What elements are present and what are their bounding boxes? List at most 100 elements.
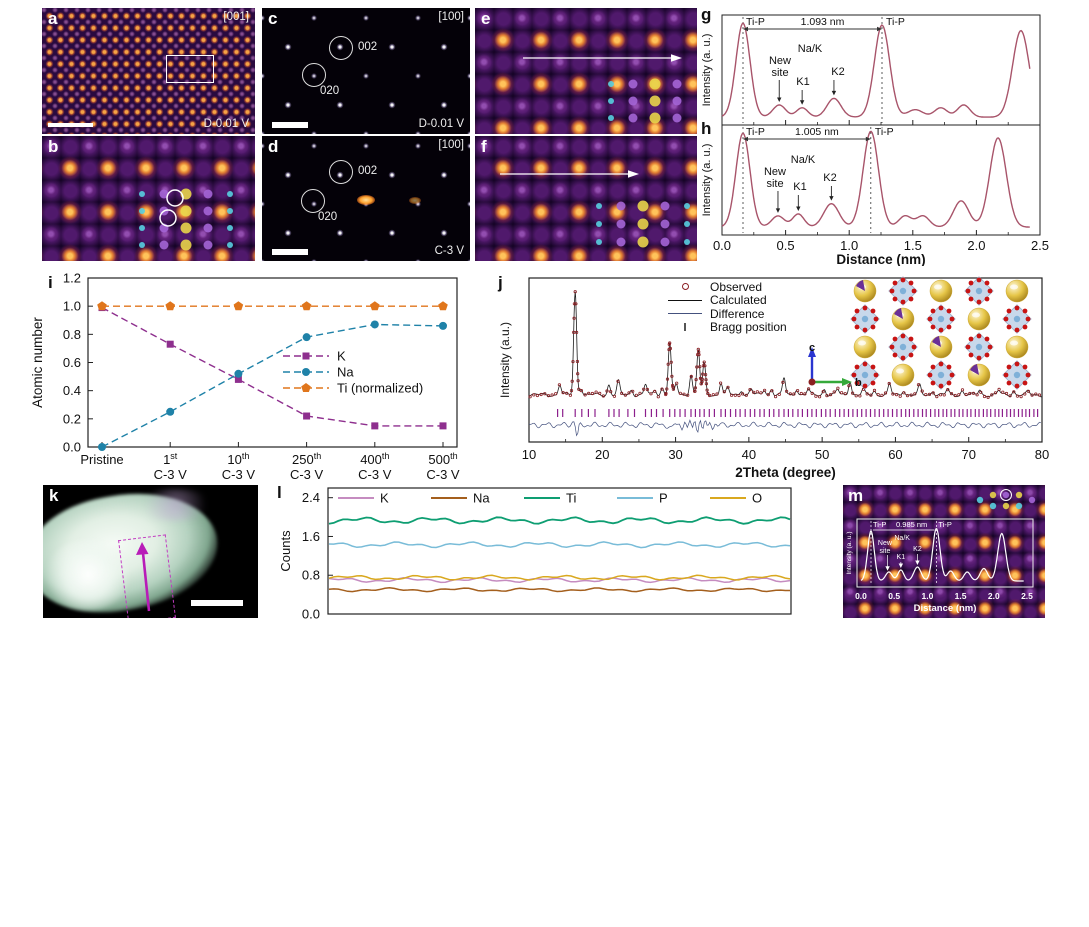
panel-letter-c: c	[268, 9, 278, 28]
crystal-structure-inset	[845, 276, 1037, 390]
legend-label: Observed	[710, 279, 763, 294]
svg-text:Ti (normalized): Ti (normalized)	[337, 381, 423, 396]
xrd-legend: Observed Calculated Difference Bragg pos…	[660, 280, 787, 334]
svg-text:30: 30	[668, 447, 682, 462]
svg-text:0.6: 0.6	[63, 355, 81, 370]
svg-text:1.093 nm: 1.093 nm	[801, 16, 845, 28]
diffraction-spot-circle-002	[329, 36, 353, 60]
svg-text:K1: K1	[897, 554, 906, 561]
diffraction-spot-circle-020	[302, 63, 326, 87]
svg-text:1.6: 1.6	[302, 529, 320, 544]
particle-tint	[138, 489, 213, 521]
axis-c-label: c	[809, 342, 815, 354]
svg-text:0.5: 0.5	[888, 591, 900, 601]
svg-text:Pristine: Pristine	[80, 452, 123, 467]
svg-text:Na/K: Na/K	[894, 535, 910, 542]
spot-label-020: 020	[320, 85, 340, 97]
svg-text:1.0: 1.0	[63, 299, 81, 314]
svg-text:Ti-P: Ti-P	[746, 126, 765, 138]
svg-text:1.5: 1.5	[955, 591, 967, 601]
voltage-condition-label: D-0.01 V	[203, 117, 249, 130]
panel-letter-i: i	[48, 273, 53, 292]
panel-k-tem-image: k	[43, 485, 258, 618]
zone-axis-label: [001]	[223, 11, 249, 23]
svg-text:C-3 V: C-3 V	[154, 467, 188, 482]
svg-text:site: site	[879, 548, 890, 555]
svg-text:New: New	[764, 166, 786, 178]
svg-text:1.5: 1.5	[904, 238, 922, 253]
scale-bar	[191, 600, 243, 606]
svg-text:K2: K2	[913, 546, 922, 553]
svg-text:0.0: 0.0	[855, 591, 867, 601]
svg-text:Na/K: Na/K	[791, 154, 816, 166]
svg-text:Distance (nm): Distance (nm)	[914, 603, 977, 614]
svg-text:0.4: 0.4	[63, 383, 81, 398]
scale-bar	[48, 123, 93, 127]
particle-highlight	[43, 540, 133, 610]
svg-text:Ti-P: Ti-P	[873, 520, 886, 529]
plot-frame	[327, 487, 792, 615]
panel-letter-j: j	[498, 273, 503, 292]
svg-text:Ti-P: Ti-P	[938, 520, 951, 529]
eds-series-K	[328, 576, 791, 584]
svg-text:site: site	[771, 67, 788, 79]
axis-b-label: b	[855, 377, 862, 389]
svg-text:250th: 250th	[292, 451, 321, 467]
intensity-profile-curve	[721, 130, 1030, 228]
roi-box	[166, 55, 214, 83]
svg-text:K2: K2	[831, 66, 844, 78]
svg-text:C-3 V: C-3 V	[426, 467, 460, 482]
svg-text:1.005 nm: 1.005 nm	[795, 126, 839, 138]
panel-letter-m: m	[848, 486, 864, 505]
svg-text:400th: 400th	[360, 451, 389, 467]
svg-text:site: site	[766, 178, 783, 190]
svg-text:80: 80	[1035, 447, 1049, 462]
svg-text:1st: 1st	[163, 451, 178, 467]
svg-text:50: 50	[815, 447, 829, 462]
plot-frame	[721, 14, 1041, 126]
svg-text:2.5: 2.5	[1021, 591, 1033, 601]
eds-scan-arrow	[136, 542, 151, 612]
legend-label: Difference	[710, 306, 765, 321]
eds-series-O	[328, 574, 791, 581]
panel-letter-d: d	[268, 137, 279, 156]
legend-label: Calculated	[710, 293, 767, 308]
eds-series-Ti	[328, 516, 791, 525]
svg-text:Ti-P: Ti-P	[875, 126, 894, 138]
panel-letter-l: l	[277, 483, 282, 502]
svg-text:2.0: 2.0	[988, 591, 1000, 601]
svg-text:Atomic number: Atomic number	[30, 317, 45, 408]
line-scan-arrow-and-atom-overlay	[523, 54, 682, 124]
svg-text:Ti-P: Ti-P	[746, 16, 765, 28]
svg-text:0.0: 0.0	[302, 607, 320, 622]
scale-bar	[272, 249, 308, 255]
scale-bar	[272, 122, 308, 128]
panel-c-diffraction: c [100] D-0.01 V 002 020	[262, 8, 470, 134]
svg-text:Intensity (a. u.): Intensity (a. u.)	[701, 34, 713, 107]
svg-text:2Theta (degree): 2Theta (degree)	[735, 465, 836, 480]
eds-series-P	[328, 541, 791, 549]
inset-frame	[856, 518, 1034, 588]
svg-text:Intensity (a.u.): Intensity (a.u.)	[498, 322, 512, 398]
series-line	[101, 306, 443, 427]
svg-text:10: 10	[522, 447, 536, 462]
plot-frame	[87, 277, 458, 448]
calculated-line-icon	[660, 299, 710, 301]
svg-text:0.0: 0.0	[713, 238, 731, 253]
zone-axis-label: [100]	[438, 11, 464, 23]
panel-b-stem-image: b	[42, 136, 255, 261]
legend-row-difference: Difference	[660, 307, 787, 321]
panel-letter-g: g	[701, 5, 712, 24]
svg-text:20: 20	[595, 447, 609, 462]
svg-text:0.5: 0.5	[777, 238, 795, 253]
svg-text:1.0: 1.0	[921, 591, 933, 601]
svg-text:0.985 nm: 0.985 nm	[896, 520, 927, 529]
svg-text:Na: Na	[473, 491, 490, 506]
panel-letter-h: h	[701, 119, 712, 138]
svg-text:0.0: 0.0	[63, 440, 81, 455]
svg-text:0.2: 0.2	[63, 411, 81, 426]
line-scan-arrow-and-atom-overlay	[500, 170, 690, 248]
panel-letter-e: e	[481, 9, 491, 28]
svg-text:2.0: 2.0	[967, 238, 985, 253]
